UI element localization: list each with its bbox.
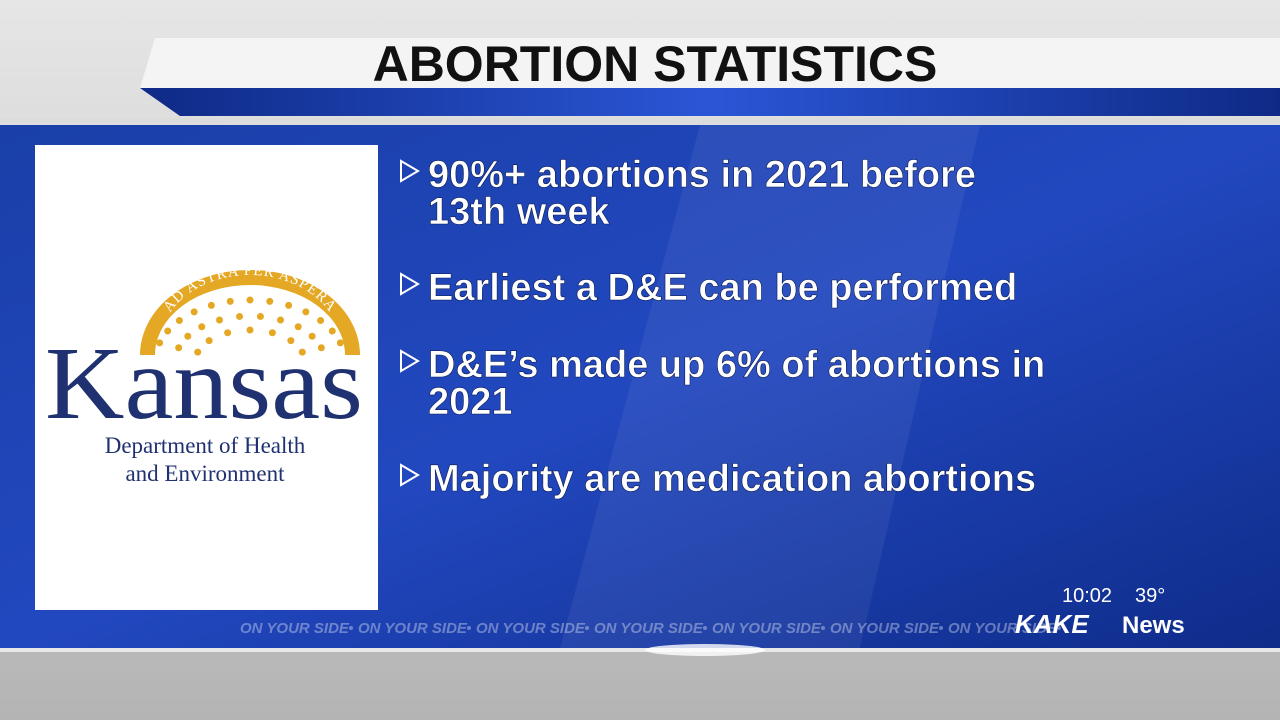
bottom-divider [0, 648, 1280, 652]
star [156, 339, 164, 347]
bullet-marker [400, 349, 420, 373]
title-stripe [140, 88, 1280, 116]
bullet-marker [400, 463, 420, 487]
star [317, 317, 325, 325]
star [256, 312, 264, 320]
star [287, 337, 295, 345]
divider [0, 118, 1280, 123]
star [175, 344, 183, 352]
bullet-text: Majority are medication abortions [428, 458, 1036, 500]
star [266, 297, 274, 305]
ticker-text: ON YOUR SIDE [476, 620, 586, 637]
star [285, 301, 293, 309]
ticker-text: ON YOUR SIDE [240, 620, 350, 637]
temperature: 39° [1135, 585, 1165, 607]
panel-shine [560, 125, 980, 648]
star [308, 332, 316, 340]
ticker-separator [939, 626, 943, 630]
ticker-text: ON YOUR SIDE [358, 620, 468, 637]
star [226, 297, 234, 305]
logo-line: Department of Health [105, 433, 306, 458]
star [184, 332, 192, 340]
star [207, 301, 215, 309]
star [236, 312, 244, 320]
bullet-text: 13th week [428, 191, 611, 233]
logo-line: and Environment [125, 461, 285, 486]
star [277, 316, 285, 324]
clock: 10:02 [1062, 585, 1112, 607]
bullet-text: 90%+ abortions in 2021 before [428, 154, 976, 196]
logo-arc [140, 270, 360, 355]
star [175, 317, 183, 325]
bullet-text: 2021 [428, 381, 513, 423]
ticker-separator [349, 626, 353, 630]
star [194, 348, 202, 356]
ticker-separator [467, 626, 471, 630]
ticker-text: ON YOUR SIDE [594, 620, 704, 637]
star [246, 296, 254, 304]
ticker: ON YOUR SIDE ON YOUR SIDE ON YOUR SIDE ON Y… [240, 620, 1061, 637]
star [215, 316, 223, 324]
star [328, 327, 336, 335]
star [246, 326, 254, 334]
star [298, 348, 306, 356]
star [190, 308, 198, 316]
ticker-separator [821, 626, 825, 630]
bullet-marker [400, 272, 420, 296]
ticker-text: ON YOUR SIDE [712, 620, 822, 637]
star [224, 329, 232, 337]
ticker-separator [1057, 626, 1061, 630]
ticker-separator [585, 626, 589, 630]
star [268, 329, 276, 337]
glow [645, 644, 765, 656]
title: ABORTION STATISTICS [373, 36, 938, 92]
brand-name: KAKE [1015, 609, 1089, 639]
brand-suffix: News [1122, 612, 1185, 639]
bullet-marker [400, 159, 420, 183]
star [198, 323, 206, 331]
bullet-text: Earliest a D&E can be performed [428, 267, 1017, 309]
star [336, 339, 344, 347]
logo-name: Kansas [45, 326, 363, 441]
star [164, 327, 172, 335]
ticker-text: ON YOUR SIDE [948, 620, 1058, 637]
star [205, 337, 213, 345]
star [302, 308, 310, 316]
logo-stars [156, 296, 344, 356]
star [294, 323, 302, 331]
star [317, 344, 325, 352]
ticker-separator [703, 626, 707, 630]
logo-card [35, 145, 378, 610]
bullet-text: D&E’s made up 6% of abortions in [428, 344, 1045, 386]
ticker-text: ON YOUR SIDE [830, 620, 940, 637]
title-bar [140, 38, 1280, 88]
